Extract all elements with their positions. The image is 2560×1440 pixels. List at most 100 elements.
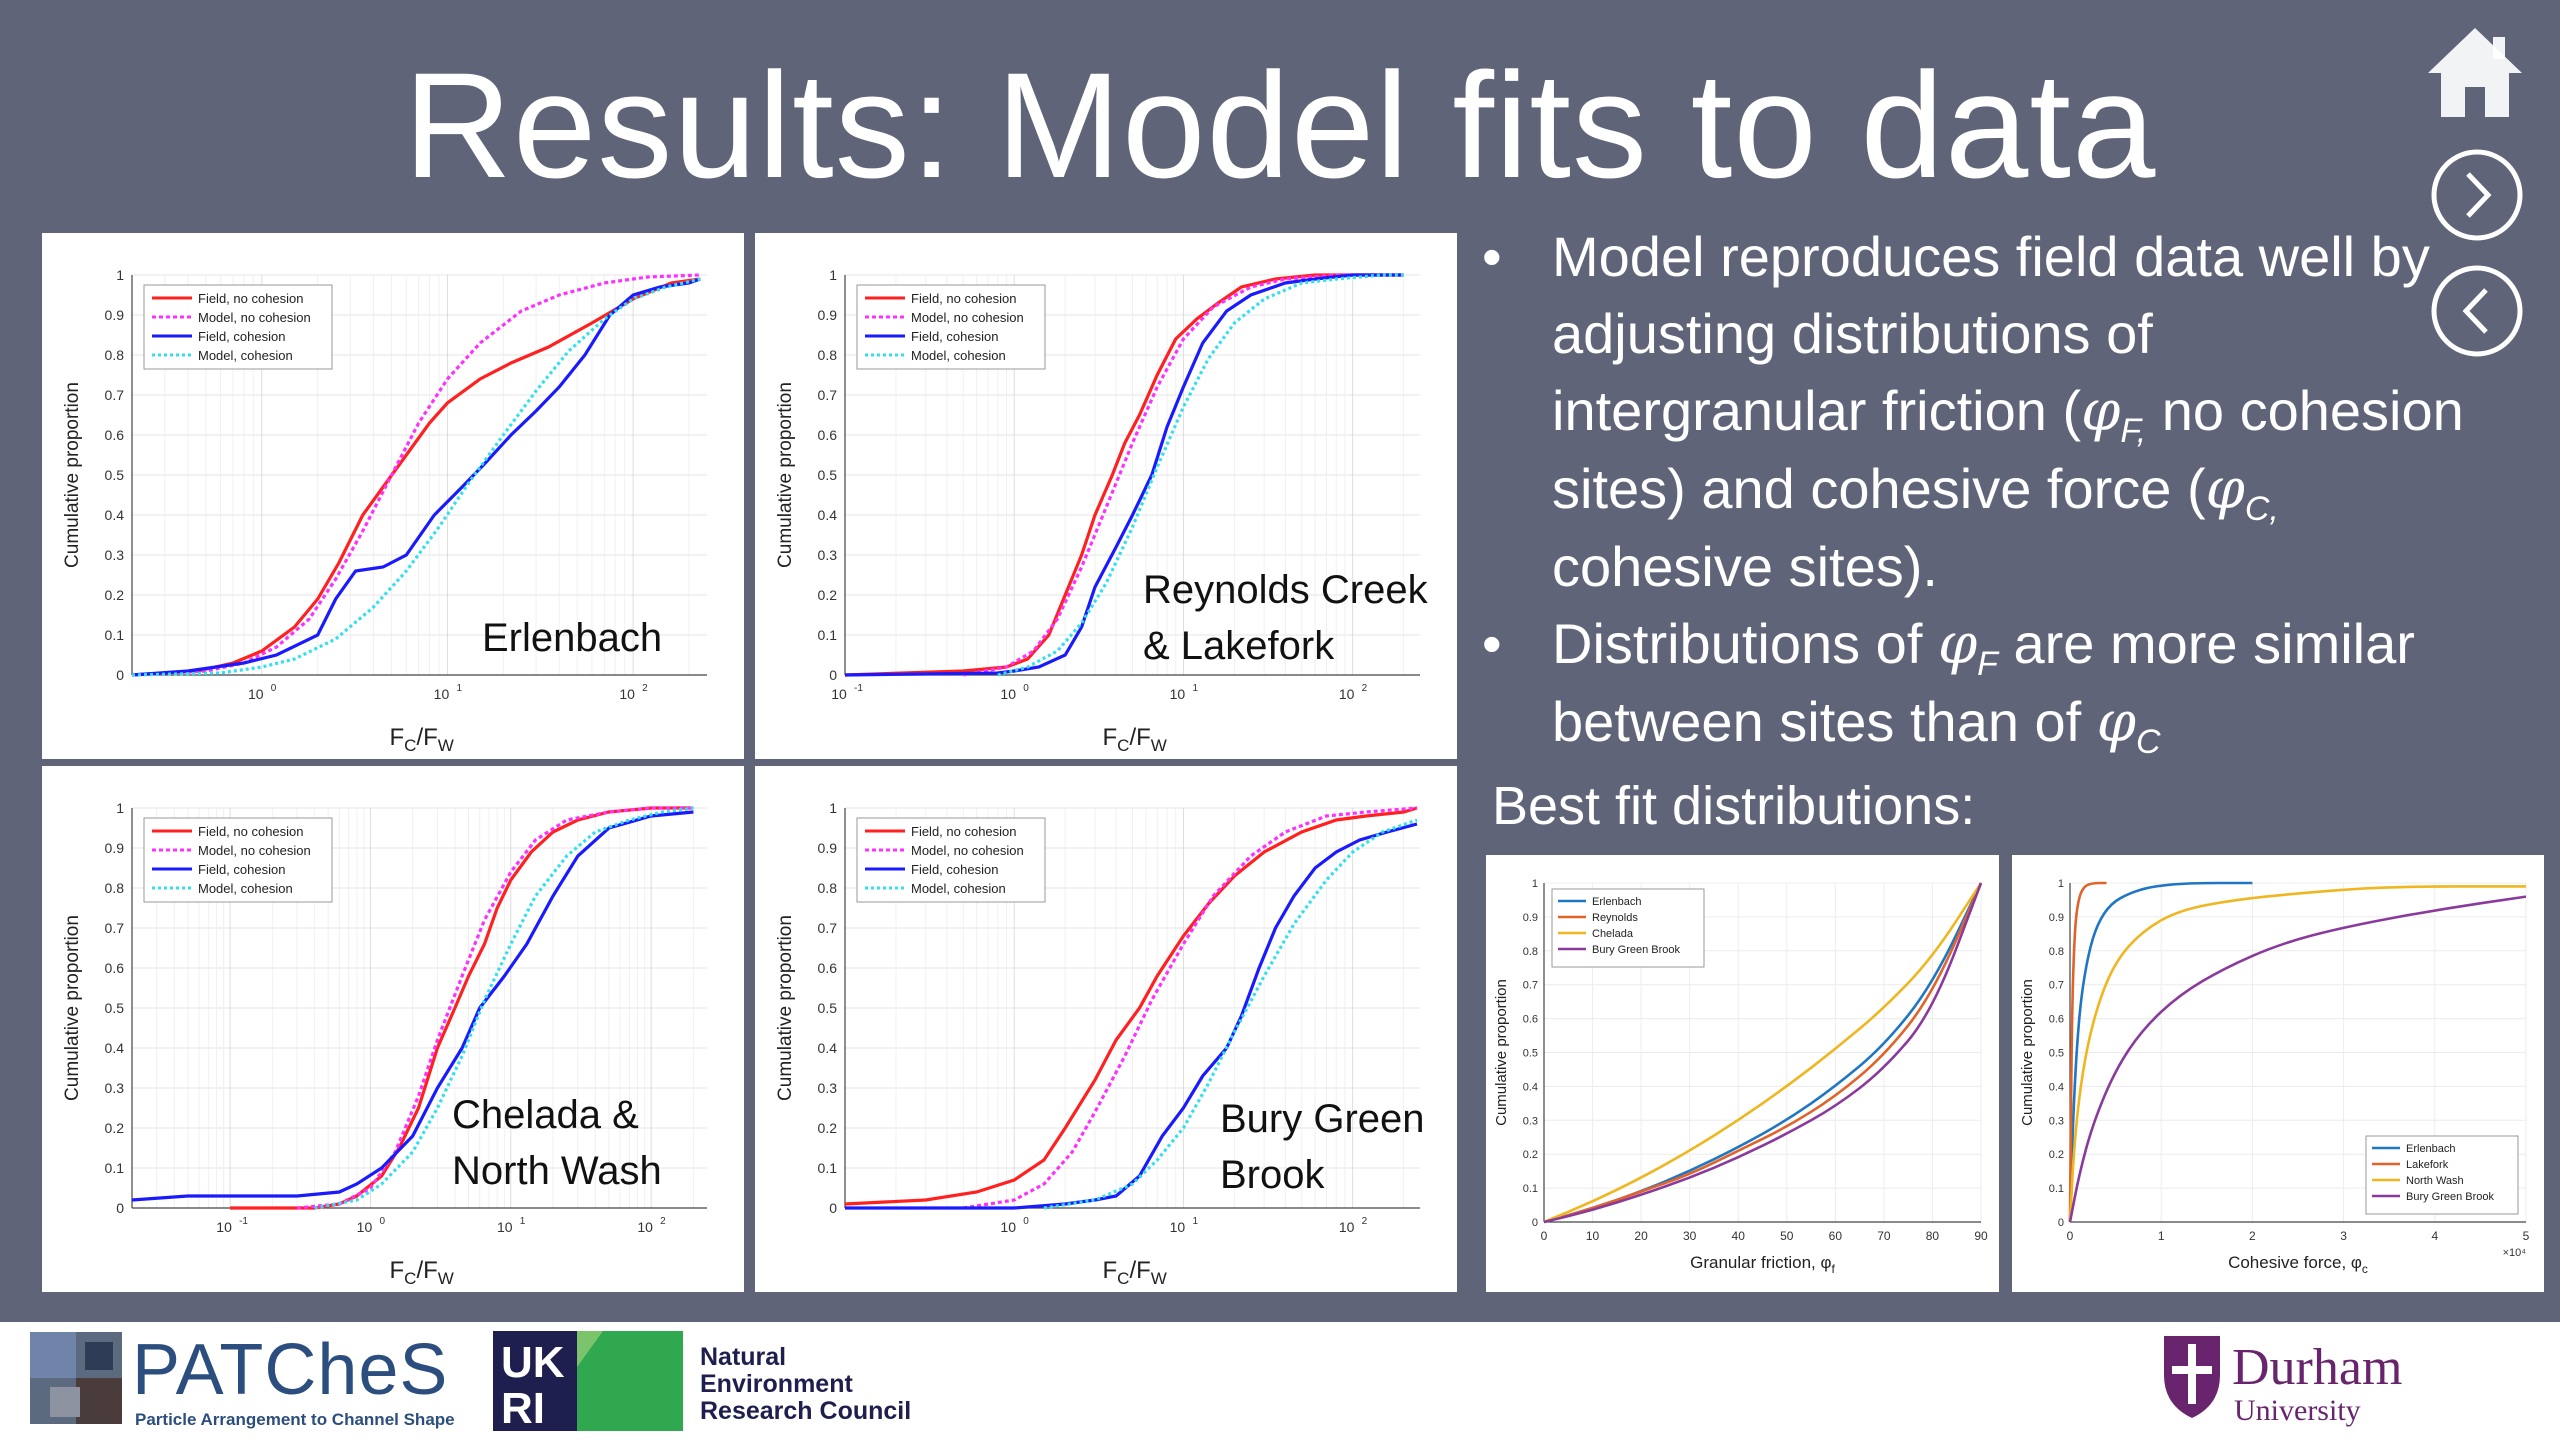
phi-subscript: C (2136, 723, 2161, 762)
legend-label: Model, cohesion (911, 881, 1006, 896)
x-axis-label: FC/FW (390, 724, 454, 755)
phi-subscript: C, (2244, 490, 2279, 529)
y-tick-label: 0.3 (1523, 1115, 1538, 1127)
site-label: Brook (1220, 1153, 1325, 1197)
chevron-left-icon[interactable] (2430, 264, 2524, 358)
nerc-line: Research Council (700, 1397, 912, 1425)
y-tick-label: 0.7 (818, 387, 838, 403)
y-tick-label: 0.3 (105, 547, 125, 563)
y-tick-label: 0 (116, 1200, 124, 1216)
y-tick-label: 1 (116, 267, 124, 283)
y-tick-label: 0.6 (105, 960, 125, 976)
y-tick-label: 0.2 (105, 1120, 125, 1136)
x-tick-label: 70 (1877, 1229, 1891, 1243)
series-line-bury-green-brook (1543, 882, 1983, 1224)
y-tick-label: 0.1 (818, 627, 838, 643)
x-tick-label: 10 (831, 686, 847, 702)
site-label: & Lakefork (1143, 624, 1335, 668)
legend-label: Field, cohesion (911, 329, 998, 344)
x-tick-label: 10 (1339, 1219, 1355, 1235)
x-tick-label: 2 (2249, 1229, 2256, 1243)
x-axis-label: FC/FW (1103, 724, 1167, 755)
y-tick-label: 0.3 (105, 1080, 125, 1096)
x-axis-label-part: /F (1129, 1257, 1150, 1284)
y-tick-label: 0.2 (2049, 1149, 2064, 1161)
x-tick-label: 30 (1683, 1229, 1697, 1243)
bullet-text: Model reproduces field data well by adju… (1552, 225, 2430, 442)
chevron-right-icon[interactable] (2430, 148, 2524, 242)
durham-sub: University (2234, 1394, 2361, 1427)
phi-symbol: φ (2081, 379, 2121, 444)
legend-label: Field, no cohesion (911, 824, 1017, 839)
y-tick-label: 1 (829, 267, 837, 283)
cdf-chart-bury-green: 0 0.1 0.2 0.3 0.4 0.5 0.6 0.7 0.8 0.9 1 10 0 10 1 10 2 Fi… (775, 800, 1425, 1288)
durham-shield-icon (2164, 1336, 2220, 1418)
legend-label: Erlenbach (2406, 1143, 2456, 1155)
x-tick-exponent: 0 (379, 1216, 385, 1227)
legend-label: North Wash (2406, 1175, 2464, 1187)
y-axis-label: Cumulative proportion (775, 915, 796, 1101)
y-tick-label: 0.9 (105, 307, 125, 323)
bullet-dot: • (1482, 612, 1502, 675)
bullet-list: • Model reproduces field data well by adj… (1478, 218, 2478, 761)
y-tick-label: 0 (2058, 1217, 2064, 1229)
x-tick-label: 10 (1000, 686, 1016, 702)
x-axis-label-sub: C (1117, 736, 1129, 755)
x-axis-label-sub: f (1832, 1262, 1836, 1276)
y-axis-label: Cumulative proportion (775, 382, 796, 568)
x-tick-exponent: 0 (1023, 1216, 1029, 1227)
cdf-panel-erlenbach: 0 0.1 0.2 0.3 0.4 0.5 0.6 0.7 0.8 0.9 1 10 0 10 1 10 2 Fi… (42, 233, 744, 759)
phi-subscript: F, (2120, 412, 2147, 451)
svg-text:RI: RI (501, 1384, 545, 1433)
cdf-panel-chelada: 0 0.1 0.2 0.3 0.4 0.5 0.6 0.7 0.8 0.9 1 10 -1 10 0 10 1 1… (42, 766, 744, 1292)
y-tick-label: 0.8 (2049, 946, 2064, 958)
y-tick-label: 0.4 (2049, 1081, 2064, 1093)
chart-legend: Field, no cohesion Model, no cohesion Fiel… (856, 817, 1046, 903)
legend-label: Model, cohesion (198, 881, 293, 896)
x-tick-exponent: -1 (854, 683, 863, 694)
legend-label: Field, cohesion (911, 862, 998, 877)
series-line-field-no-cohesion (230, 806, 694, 1210)
home-icon[interactable] (2425, 25, 2525, 120)
y-tick-label: 0.7 (1523, 980, 1538, 992)
x-axis-label-part: F (1103, 724, 1118, 751)
x-tick-exponent: 2 (642, 683, 648, 694)
series-line-model-no-cohesion (963, 806, 1418, 1210)
x-tick-label: 10 (619, 686, 635, 702)
y-tick-label: 0.3 (2049, 1115, 2064, 1127)
cdf-chart-erlenbach: 0 0.1 0.2 0.3 0.4 0.5 0.6 0.7 0.8 0.9 1 10 0 10 1 10 2 Fi… (62, 267, 707, 755)
nerc-line: Natural (700, 1343, 787, 1371)
x-axis-label-sub: W (438, 736, 454, 755)
y-tick-label: 0.6 (818, 960, 838, 976)
site-label: North Wash (452, 1149, 662, 1193)
site-label: Erlenbach (482, 616, 662, 660)
x-tick-label: 10 (1586, 1229, 1600, 1243)
legend-label: Bury Green Brook (1592, 944, 1681, 956)
y-tick-label: 0.6 (105, 427, 125, 443)
x-axis-label-part: /F (416, 724, 437, 751)
y-tick-label: 0.5 (2049, 1048, 2064, 1060)
y-tick-label: 0.9 (2049, 912, 2064, 924)
x-tick-label: 80 (1926, 1229, 1940, 1243)
ukri-logo-icon: UK RI (493, 1331, 683, 1433)
x-tick-exponent: 1 (1192, 1216, 1198, 1227)
y-tick-label: 1 (1532, 878, 1538, 890)
legend-label: Bury Green Brook (2406, 1191, 2495, 1203)
legend-label: Chelada (1592, 928, 1634, 940)
patches-name: PATCheS (132, 1330, 449, 1410)
y-tick-label: 0.8 (105, 880, 125, 896)
x-tick-label: 10 (637, 1219, 653, 1235)
y-axis-label: Cumulative proportion (1493, 979, 1510, 1126)
y-tick-label: 0.7 (105, 387, 125, 403)
chart-legend: Field, no cohesion Model, no cohesion Fiel… (856, 284, 1046, 370)
site-label: Bury Green (1220, 1097, 1425, 1141)
legend-box (1551, 888, 1705, 968)
y-tick-label: 0 (829, 667, 837, 683)
x-tick-label: 1 (2158, 1229, 2165, 1243)
bullet-text: cohesive sites). (1552, 535, 1938, 598)
x-tick-label: 10 (248, 686, 264, 702)
y-tick-label: 0.4 (105, 507, 125, 523)
y-tick-label: 0.2 (818, 587, 838, 603)
slide-title: Results: Model fits to data (403, 41, 2157, 209)
x-tick-label: 20 (1634, 1229, 1648, 1243)
